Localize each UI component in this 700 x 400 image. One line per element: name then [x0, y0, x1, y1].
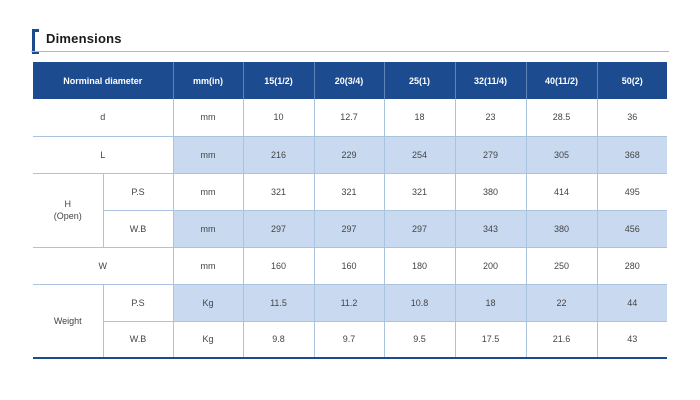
group-label: H	[64, 199, 72, 209]
value-cell: 200	[455, 247, 527, 285]
value-cell: 254	[384, 136, 456, 174]
sub-label: P.S	[103, 284, 174, 322]
value-cell: 44	[597, 284, 667, 322]
value-cell: 495	[597, 173, 667, 211]
table-row: Weight P.S Kg 11.5 11.2 10.8 18 22 44	[33, 284, 667, 359]
table-row: H (Open) P.S mm 321 321 321 380 414 495	[33, 173, 667, 248]
row-label: W	[33, 247, 174, 285]
header-row: Norminal diameter mm(in) 15(1/2) 20(3/4)…	[33, 62, 667, 99]
section-header: Dimensions	[31, 29, 669, 54]
value-cell: 456	[597, 210, 667, 248]
value-cell: 343	[455, 210, 527, 248]
value-cell: 43	[597, 321, 667, 359]
value-cell: 9.5	[384, 321, 456, 359]
header-size: 15(1/2)	[243, 62, 315, 99]
value-cell: 380	[526, 210, 598, 248]
bracket-accent	[32, 29, 39, 54]
table-row: L mm 216 229 254 279 305 368	[33, 136, 667, 174]
value-cell: 321	[243, 173, 315, 211]
value-cell: 297	[314, 210, 385, 248]
header-nominal-diameter: Norminal diameter	[33, 62, 174, 99]
dimensions-table: Norminal diameter mm(in) 15(1/2) 20(3/4)…	[33, 62, 667, 359]
table-row: W.B Kg 9.8 9.7 9.5 17.5 21.6 43	[33, 321, 667, 359]
value-cell: 18	[455, 284, 527, 322]
table-row: W.B mm 297 297 297 343 380 456	[33, 210, 667, 248]
table-row: d mm 10 12.7 18 23 28.5 36	[33, 99, 667, 137]
value-cell: 321	[384, 173, 456, 211]
value-cell: 21.6	[526, 321, 598, 359]
row-label: d	[33, 99, 174, 137]
unit-cell: mm	[173, 173, 244, 211]
value-cell: 36	[597, 99, 667, 137]
value-cell: 11.2	[314, 284, 385, 322]
unit-cell: Kg	[173, 284, 244, 322]
value-cell: 280	[597, 247, 667, 285]
unit-cell: mm	[173, 210, 244, 248]
value-cell: 11.5	[243, 284, 315, 322]
unit-cell: mm	[173, 247, 244, 285]
value-cell: 368	[597, 136, 667, 174]
sub-label: W.B	[103, 210, 174, 248]
value-cell: 23	[455, 99, 527, 137]
value-cell: 305	[526, 136, 598, 174]
group-label-weight: Weight	[33, 284, 104, 359]
unit-cell: mm	[173, 136, 244, 174]
value-cell: 17.5	[455, 321, 527, 359]
value-cell: 9.8	[243, 321, 315, 359]
sub-label: W.B	[103, 321, 174, 359]
value-cell: 180	[384, 247, 456, 285]
group-label-h: H (Open)	[33, 173, 104, 248]
value-cell: 10.8	[384, 284, 456, 322]
sub-label: P.S	[103, 173, 174, 211]
section-title: Dimensions	[46, 31, 122, 46]
row-label: L	[33, 136, 174, 174]
header-size: 32(11/4)	[455, 62, 527, 99]
header-size: 50(2)	[597, 62, 667, 99]
group-sublabel: (Open)	[53, 211, 82, 221]
value-cell: 9.7	[314, 321, 385, 359]
header-size: 20(3/4)	[314, 62, 385, 99]
header-unit: mm(in)	[173, 62, 244, 99]
value-cell: 28.5	[526, 99, 598, 137]
header-size: 25(1)	[384, 62, 456, 99]
header-size: 40(11/2)	[526, 62, 598, 99]
title-divider	[31, 51, 669, 52]
value-cell: 18	[384, 99, 456, 137]
table-row: W mm 160 160 180 200 250 280	[33, 247, 667, 285]
value-cell: 216	[243, 136, 315, 174]
value-cell: 297	[384, 210, 456, 248]
value-cell: 12.7	[314, 99, 385, 137]
value-cell: 414	[526, 173, 598, 211]
unit-cell: mm	[173, 99, 244, 137]
value-cell: 297	[243, 210, 315, 248]
unit-cell: Kg	[173, 321, 244, 359]
value-cell: 22	[526, 284, 598, 322]
value-cell: 160	[314, 247, 385, 285]
value-cell: 321	[314, 173, 385, 211]
value-cell: 279	[455, 136, 527, 174]
value-cell: 160	[243, 247, 315, 285]
value-cell: 229	[314, 136, 385, 174]
value-cell: 380	[455, 173, 527, 211]
value-cell: 250	[526, 247, 598, 285]
value-cell: 10	[243, 99, 315, 137]
